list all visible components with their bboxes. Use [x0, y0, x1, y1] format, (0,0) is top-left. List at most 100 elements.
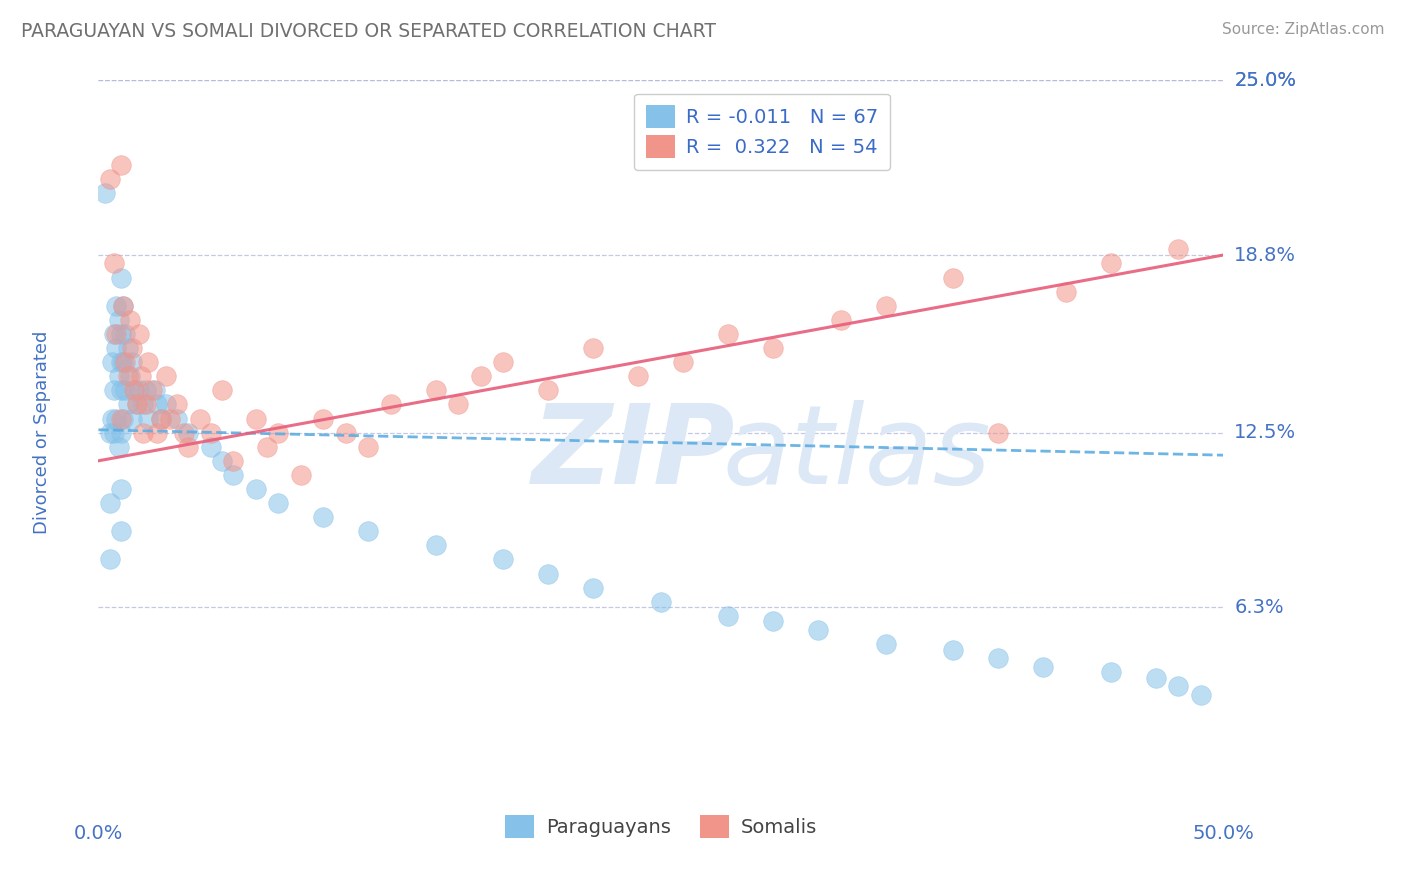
- Point: [875, 637, 897, 651]
- Point: [211, 384, 233, 398]
- Point: [357, 524, 380, 539]
- Point: [200, 440, 222, 454]
- Point: [830, 313, 852, 327]
- Point: [492, 552, 515, 566]
- Point: [357, 440, 380, 454]
- Text: 6.3%: 6.3%: [1234, 598, 1284, 617]
- Point: [107, 313, 129, 327]
- Point: [173, 425, 195, 440]
- Point: [650, 595, 672, 609]
- Point: [129, 369, 152, 384]
- Point: [98, 552, 121, 566]
- Point: [425, 384, 447, 398]
- Point: [1167, 243, 1189, 257]
- Point: [114, 355, 136, 369]
- Point: [177, 425, 200, 440]
- Point: [256, 440, 278, 454]
- Point: [125, 397, 148, 411]
- Point: [672, 355, 695, 369]
- Point: [582, 341, 605, 355]
- Point: [717, 608, 740, 623]
- Point: [1099, 256, 1122, 270]
- Point: [245, 411, 267, 425]
- Text: atlas: atlas: [723, 401, 991, 508]
- Point: [103, 256, 125, 270]
- Point: [125, 397, 148, 411]
- Point: [166, 411, 188, 425]
- Point: [762, 341, 785, 355]
- Point: [117, 341, 139, 355]
- Point: [110, 384, 132, 398]
- Point: [470, 369, 492, 384]
- Point: [146, 397, 169, 411]
- Point: [110, 524, 132, 539]
- Point: [124, 384, 146, 398]
- Point: [177, 440, 200, 454]
- Point: [150, 411, 173, 425]
- Point: [447, 397, 470, 411]
- Text: 25.0%: 25.0%: [1234, 70, 1296, 90]
- Point: [121, 341, 143, 355]
- Point: [627, 369, 650, 384]
- Point: [141, 384, 163, 398]
- Point: [312, 411, 335, 425]
- Point: [94, 186, 117, 200]
- Point: [118, 313, 141, 327]
- Point: [1032, 659, 1054, 673]
- Point: [807, 623, 830, 637]
- Point: [105, 326, 128, 341]
- Text: Source: ZipAtlas.com: Source: ZipAtlas.com: [1222, 22, 1385, 37]
- Point: [121, 355, 143, 369]
- Point: [245, 482, 267, 496]
- Point: [267, 425, 290, 440]
- Point: [155, 397, 177, 411]
- Point: [136, 355, 159, 369]
- Point: [107, 440, 129, 454]
- Point: [211, 454, 233, 468]
- Point: [114, 326, 136, 341]
- Point: [166, 397, 188, 411]
- Point: [1144, 671, 1167, 685]
- Point: [200, 425, 222, 440]
- Text: 0.0%: 0.0%: [73, 824, 124, 843]
- Point: [155, 369, 177, 384]
- Point: [114, 384, 136, 398]
- Point: [121, 411, 143, 425]
- Point: [98, 172, 121, 186]
- Point: [101, 411, 124, 425]
- Text: 50.0%: 50.0%: [1192, 824, 1254, 843]
- Point: [146, 425, 169, 440]
- Point: [143, 384, 166, 398]
- Point: [118, 369, 141, 384]
- Point: [117, 369, 139, 384]
- Point: [105, 299, 128, 313]
- Point: [110, 326, 132, 341]
- Text: ZIP: ZIP: [531, 401, 735, 508]
- Point: [112, 299, 135, 313]
- Point: [105, 341, 128, 355]
- Legend: Paraguayans, Somalis: Paraguayans, Somalis: [498, 807, 824, 846]
- Point: [335, 425, 357, 440]
- Point: [222, 467, 245, 482]
- Point: [98, 496, 121, 510]
- Point: [159, 411, 181, 425]
- Point: [762, 615, 785, 629]
- Point: [112, 299, 135, 313]
- Point: [132, 425, 155, 440]
- Text: PARAGUAYAN VS SOMALI DIVORCED OR SEPARATED CORRELATION CHART: PARAGUAYAN VS SOMALI DIVORCED OR SEPARAT…: [21, 22, 716, 41]
- Point: [875, 299, 897, 313]
- Point: [188, 411, 211, 425]
- Text: 12.5%: 12.5%: [1234, 423, 1296, 442]
- Point: [717, 326, 740, 341]
- Point: [112, 411, 135, 425]
- Point: [98, 425, 121, 440]
- Point: [105, 411, 128, 425]
- Point: [380, 397, 402, 411]
- Point: [135, 397, 157, 411]
- Text: 25.0%: 25.0%: [1234, 70, 1296, 90]
- Point: [135, 384, 157, 398]
- Point: [101, 355, 124, 369]
- Point: [128, 384, 150, 398]
- Point: [1167, 679, 1189, 693]
- Point: [136, 411, 159, 425]
